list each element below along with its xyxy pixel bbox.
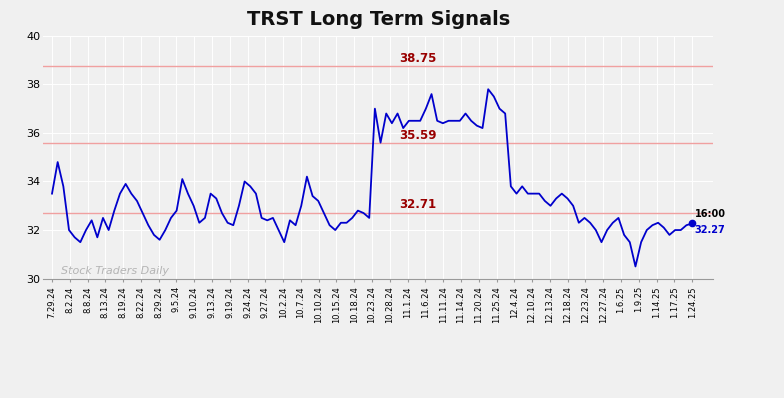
Text: 35.59: 35.59 [399, 129, 436, 142]
Text: Stock Traders Daily: Stock Traders Daily [61, 266, 169, 276]
Text: 32.27: 32.27 [695, 225, 725, 235]
Text: 32.71: 32.71 [399, 199, 436, 211]
Title: TRST Long Term Signals: TRST Long Term Signals [247, 10, 510, 29]
Text: 38.75: 38.75 [399, 52, 436, 65]
Text: 16:00: 16:00 [695, 209, 726, 219]
